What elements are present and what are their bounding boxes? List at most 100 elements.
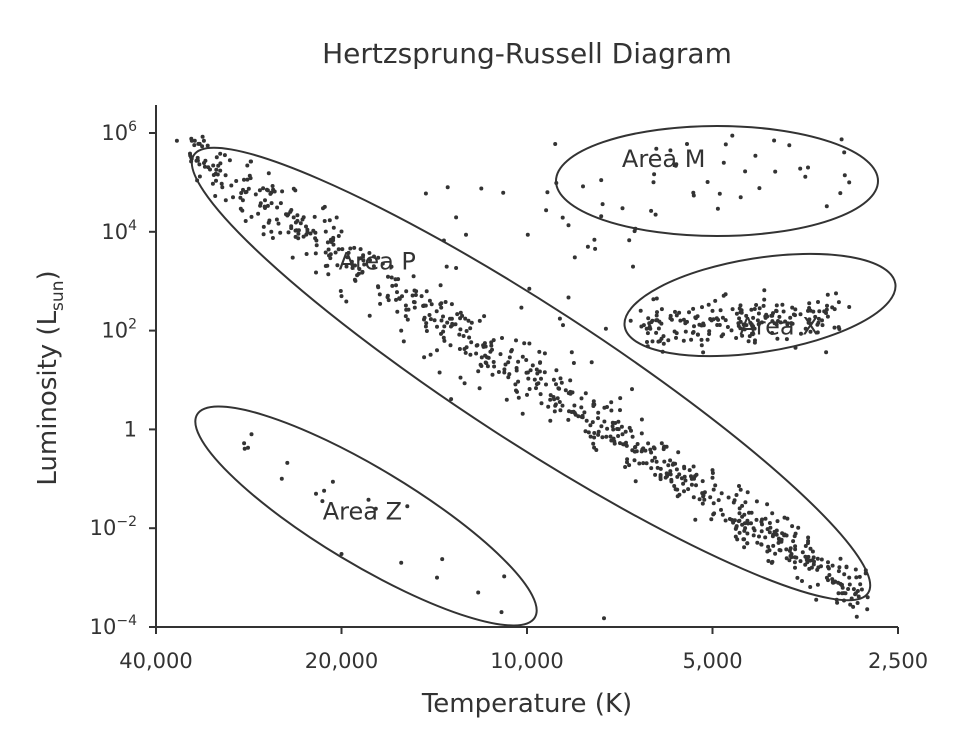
star-point bbox=[701, 321, 706, 326]
star-point bbox=[865, 607, 870, 612]
star-point bbox=[463, 316, 468, 321]
star-point bbox=[800, 550, 805, 555]
star-point bbox=[824, 307, 829, 312]
star-point bbox=[544, 382, 548, 387]
star-point bbox=[394, 283, 398, 288]
star-point bbox=[516, 379, 521, 384]
star-point bbox=[590, 420, 595, 425]
area-z-ellipse bbox=[194, 405, 538, 627]
star-point bbox=[266, 171, 271, 176]
star-point bbox=[410, 293, 415, 298]
star-point bbox=[757, 534, 761, 539]
x-tick-label: 5,000 bbox=[682, 649, 742, 673]
star-point bbox=[206, 165, 211, 170]
x-tick-label: 10,000 bbox=[490, 649, 563, 673]
star-point bbox=[648, 326, 653, 331]
y-tick-label: 104 bbox=[101, 218, 137, 244]
star-point bbox=[630, 387, 634, 392]
star-point bbox=[242, 446, 247, 451]
star-point bbox=[218, 168, 223, 173]
star-point bbox=[346, 250, 351, 255]
star-point bbox=[280, 189, 285, 194]
star-point bbox=[245, 163, 250, 168]
star-point bbox=[813, 314, 818, 319]
star-point bbox=[774, 303, 779, 308]
star-point bbox=[457, 347, 462, 351]
star-point bbox=[726, 495, 731, 500]
y-axis-title-main: Luminosity (L bbox=[33, 310, 63, 485]
star-point bbox=[816, 300, 820, 304]
star-point bbox=[269, 190, 274, 195]
star-point bbox=[830, 577, 835, 582]
star-point bbox=[770, 331, 775, 335]
star-point bbox=[293, 234, 298, 239]
star-point bbox=[830, 580, 835, 585]
star-point bbox=[744, 313, 749, 318]
star-point bbox=[649, 208, 654, 213]
star-point bbox=[723, 318, 728, 323]
star-point bbox=[313, 236, 318, 241]
star-point bbox=[376, 255, 381, 260]
star-point bbox=[458, 310, 463, 315]
star-point bbox=[600, 435, 605, 440]
star-point bbox=[468, 352, 473, 357]
star-point bbox=[652, 172, 657, 177]
star-point bbox=[591, 441, 596, 446]
star-point bbox=[293, 220, 298, 225]
star-point bbox=[464, 329, 469, 333]
star-point bbox=[563, 388, 568, 393]
star-point bbox=[790, 524, 795, 529]
star-point bbox=[243, 219, 248, 223]
star-point bbox=[353, 263, 357, 268]
star-point bbox=[557, 316, 562, 321]
star-point bbox=[702, 497, 707, 502]
star-point bbox=[661, 341, 666, 346]
star-point bbox=[262, 204, 267, 209]
star-point bbox=[656, 339, 661, 344]
star-point bbox=[591, 399, 596, 404]
star-point bbox=[246, 445, 250, 450]
star-point bbox=[200, 144, 205, 149]
star-point bbox=[600, 202, 605, 207]
star-point bbox=[584, 418, 589, 423]
star-point bbox=[769, 313, 774, 318]
star-point bbox=[721, 160, 726, 165]
star-point bbox=[211, 163, 216, 168]
star-point bbox=[853, 591, 858, 596]
star-point bbox=[780, 531, 785, 536]
star-point bbox=[791, 312, 796, 317]
star-point bbox=[527, 286, 532, 291]
star-point bbox=[323, 264, 328, 268]
star-point bbox=[740, 333, 745, 338]
star-point bbox=[513, 382, 518, 387]
star-point bbox=[705, 337, 710, 342]
star-point bbox=[389, 264, 394, 269]
star-point bbox=[397, 296, 402, 301]
star-point bbox=[681, 317, 686, 322]
star-point bbox=[625, 457, 630, 462]
star-point bbox=[700, 479, 705, 484]
star-point bbox=[730, 133, 735, 138]
star-point bbox=[627, 238, 632, 243]
star-point bbox=[261, 186, 266, 191]
star-point bbox=[759, 529, 764, 534]
star-point bbox=[616, 419, 621, 424]
star-point bbox=[599, 214, 604, 219]
star-point bbox=[269, 229, 274, 234]
star-point bbox=[796, 525, 801, 530]
star-point bbox=[339, 552, 344, 556]
star-point bbox=[787, 558, 792, 563]
star-point bbox=[546, 404, 551, 409]
star-point bbox=[394, 297, 398, 302]
star-point bbox=[293, 228, 298, 233]
star-point bbox=[367, 313, 372, 318]
star-point bbox=[322, 488, 327, 493]
star-point bbox=[569, 350, 574, 355]
star-point bbox=[592, 435, 597, 440]
star-point bbox=[711, 487, 716, 492]
star-point bbox=[477, 318, 482, 323]
star-point bbox=[593, 246, 598, 251]
star-point bbox=[668, 458, 673, 463]
y-axis-title: Luminosity (Lsun) bbox=[33, 270, 68, 485]
star-point bbox=[263, 198, 267, 203]
